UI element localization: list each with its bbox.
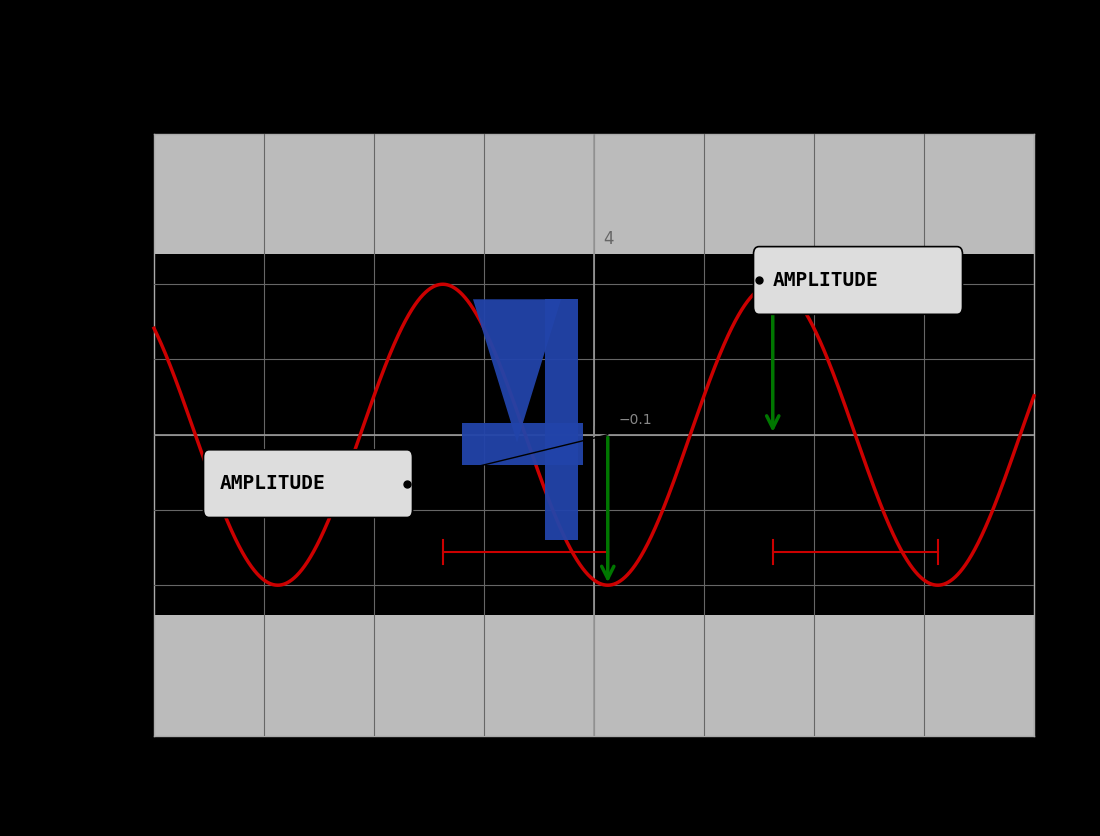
FancyBboxPatch shape bbox=[754, 247, 962, 314]
FancyBboxPatch shape bbox=[204, 450, 412, 517]
Polygon shape bbox=[544, 299, 578, 540]
Polygon shape bbox=[473, 299, 561, 442]
Text: AMPLITUDE: AMPLITUDE bbox=[772, 271, 878, 290]
Text: AMPLITUDE: AMPLITUDE bbox=[220, 474, 326, 493]
Bar bbox=[154, 134, 1034, 254]
Bar bbox=[154, 615, 1034, 736]
Text: −0.1: −0.1 bbox=[619, 413, 652, 427]
Polygon shape bbox=[462, 423, 583, 465]
Text: 4: 4 bbox=[603, 230, 614, 248]
